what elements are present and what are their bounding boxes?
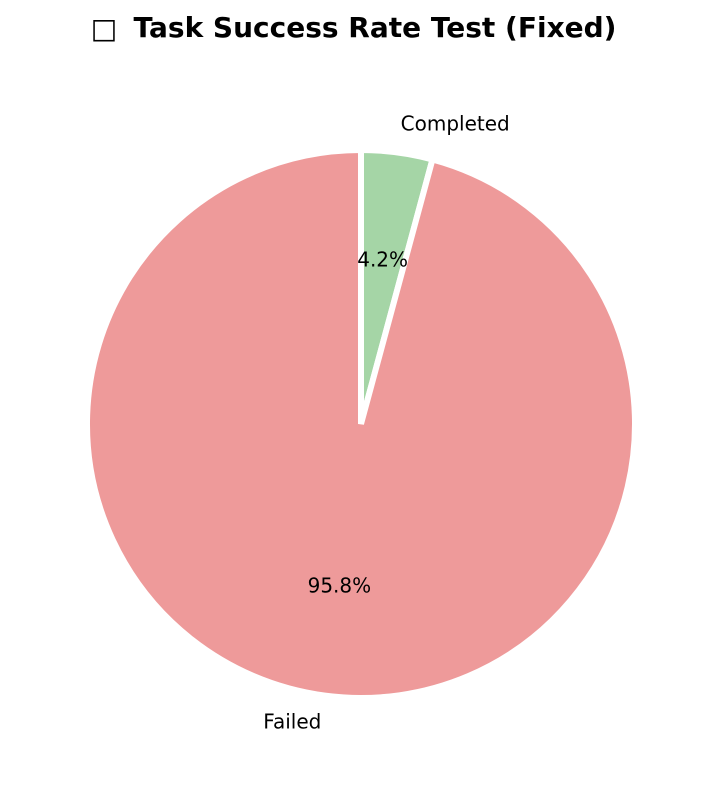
chart-title: Task Success Rate Test (Fixed) xyxy=(134,11,617,44)
percent-label-completed: 4.2% xyxy=(357,248,408,272)
pie-slice-failed xyxy=(84,146,639,701)
category-label-failed: Failed xyxy=(263,709,321,733)
pie-labels: Completed 4.2% Failed 95.8% xyxy=(263,112,509,734)
percent-label-failed: 95.8% xyxy=(308,573,372,597)
category-label-completed: Completed xyxy=(401,112,510,136)
title-glyph-icon: □ xyxy=(91,12,117,45)
pie-slices xyxy=(84,146,639,701)
